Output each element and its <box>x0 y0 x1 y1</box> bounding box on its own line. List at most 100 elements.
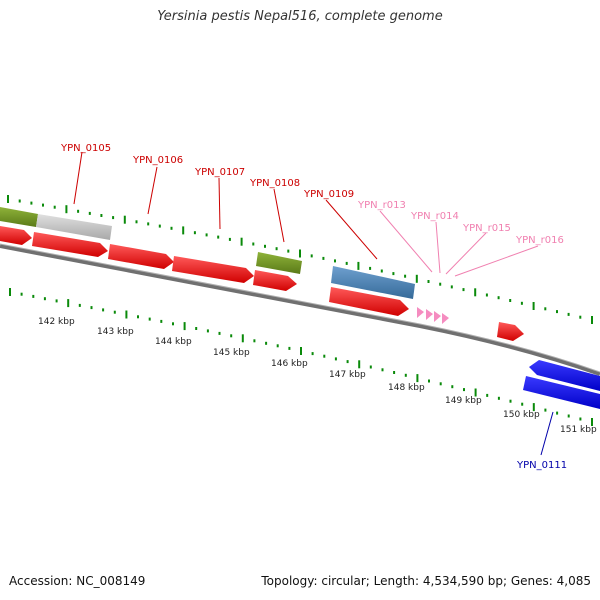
upper-track-tick <box>158 224 161 228</box>
feature-olive-mid[interactable] <box>256 252 302 274</box>
lower-track-tick <box>532 403 535 412</box>
lower-track-tick <box>9 288 11 296</box>
upper-track-tick <box>77 209 80 213</box>
gene-label-ypn-0108[interactable]: YPN_0108 <box>249 178 300 189</box>
lower-track-tick <box>90 306 93 310</box>
upper-track-tick <box>392 272 395 276</box>
cds-reverse-2[interactable] <box>523 376 600 409</box>
upper-track-tick <box>112 216 115 220</box>
cds-arrow-2[interactable] <box>32 232 108 257</box>
cds-arrow-5[interactable] <box>253 270 297 291</box>
lower-track-tick <box>428 379 430 383</box>
lower-track-tick <box>311 352 314 356</box>
lower-track-tick <box>172 322 174 326</box>
upper-track-tick <box>404 274 407 278</box>
cds-arrow-3[interactable] <box>108 244 174 269</box>
cds-arrow-4[interactable] <box>172 256 254 283</box>
upper-track-tick <box>345 261 348 265</box>
feature-steel-blue[interactable] <box>331 266 415 299</box>
lower-track-tick <box>137 315 139 319</box>
feature-gray-block[interactable] <box>36 214 112 240</box>
upper-track-tick <box>322 256 325 260</box>
reverse-gene-callout-line <box>540 411 554 456</box>
lower-track-tick <box>230 334 233 338</box>
lower-track-tick <box>509 399 512 403</box>
accession-text: Accession: NC_008149 <box>9 574 146 588</box>
upper-track-tick <box>240 237 243 246</box>
feature-olive-left[interactable] <box>0 207 38 227</box>
rrna-labels: YPN_r013 YPN_r014 YPN_r015 YPN_r016 <box>357 200 564 246</box>
gene-label-ypn-0109[interactable]: YPN_0109 <box>303 189 354 200</box>
rrna-label-ypn-r014[interactable]: YPN_r014 <box>410 211 459 222</box>
cds-arrow-1[interactable] <box>0 226 32 245</box>
lower-track-tick <box>218 331 221 335</box>
genome-summary-text: Topology: circular; Length: 4,534,590 bp… <box>261 574 591 588</box>
upper-track-tick <box>264 244 266 248</box>
rrna-label-ypn-r016[interactable]: YPN_r016 <box>515 235 564 246</box>
upper-track-tick <box>42 203 44 207</box>
gene-callout-lines <box>73 151 378 260</box>
lower-track-tick <box>67 299 70 308</box>
rrna-label-ypn-r015[interactable]: YPN_r015 <box>462 223 511 234</box>
gene-label-ypn-0111[interactable]: YPN_0111 <box>516 460 567 471</box>
lower-track-tick <box>369 365 372 369</box>
scale-label-143: 143 kbp <box>97 327 134 337</box>
upper-track-tick <box>135 220 138 224</box>
upper-track-tick <box>88 211 91 215</box>
rrna-label-ypn-r013[interactable]: YPN_r013 <box>357 200 406 211</box>
lower-track-tick <box>288 346 291 350</box>
lower-track-tick <box>20 292 23 296</box>
lower-track-tick <box>486 393 489 397</box>
upper-track-tick <box>579 315 582 319</box>
upper-track-tick <box>520 301 523 305</box>
scale-labels: 142 kbp 143 kbp 144 kbp 145 kbp 146 kbp … <box>38 317 597 435</box>
upper-track-tick <box>532 302 535 310</box>
gene-label-ypn-0106[interactable]: YPN_0106 <box>132 155 183 166</box>
cds-reverse-1[interactable] <box>529 360 600 391</box>
lower-track-tick <box>439 382 442 386</box>
upper-track-tick <box>30 201 33 205</box>
upper-track-tick <box>205 233 208 237</box>
lower-track-tick <box>276 344 279 348</box>
lower-track-tick <box>265 341 268 345</box>
map-title: Yersinia pestis Nepal516, complete genom… <box>157 9 443 24</box>
lower-track-tick <box>544 408 547 412</box>
rrna-arrows[interactable] <box>417 307 449 324</box>
scale-label-149: 149 kbp <box>445 396 482 406</box>
lower-track-tick <box>183 322 186 331</box>
lower-track-tick <box>253 339 256 343</box>
upper-track-tick <box>7 195 9 203</box>
upper-track-tick <box>369 266 372 270</box>
lower-track-tick <box>416 374 419 383</box>
upper-track-tick <box>228 237 231 241</box>
lower-track-tick <box>125 310 128 319</box>
upper-track-tick <box>287 249 290 253</box>
lower-track-tick <box>591 418 593 426</box>
lower-track-tick <box>241 334 244 343</box>
upper-track-tick <box>357 261 360 270</box>
genome-backbone <box>0 244 600 376</box>
upper-track-tick <box>123 215 126 224</box>
scale-label-148: 148 kbp <box>388 383 425 393</box>
lower-track-tick <box>160 319 163 323</box>
upper-track-tick <box>450 285 453 289</box>
gene-label-ypn-0105[interactable]: YPN_0105 <box>60 143 111 154</box>
upper-track-tick <box>299 249 301 258</box>
lower-track-tick <box>463 388 465 392</box>
upper-track-tick <box>439 282 442 286</box>
lower-track-tick <box>393 371 396 374</box>
upper-track-tick <box>217 235 220 239</box>
upper-track-tick <box>380 269 383 273</box>
cds-arrow-7[interactable] <box>497 322 524 341</box>
upper-track-tick <box>100 214 103 217</box>
upper-tick-track <box>7 195 593 324</box>
gene-label-ypn-0107[interactable]: YPN_0107 <box>194 167 245 178</box>
upper-track-tick <box>474 288 477 297</box>
lower-track-tick <box>381 368 384 372</box>
cds-arrow-6[interactable] <box>329 287 409 316</box>
lower-track-tick <box>323 354 326 358</box>
upper-track-tick <box>147 222 150 226</box>
scale-label-151: 151 kbp <box>560 425 597 435</box>
upper-track-tick <box>18 199 21 203</box>
